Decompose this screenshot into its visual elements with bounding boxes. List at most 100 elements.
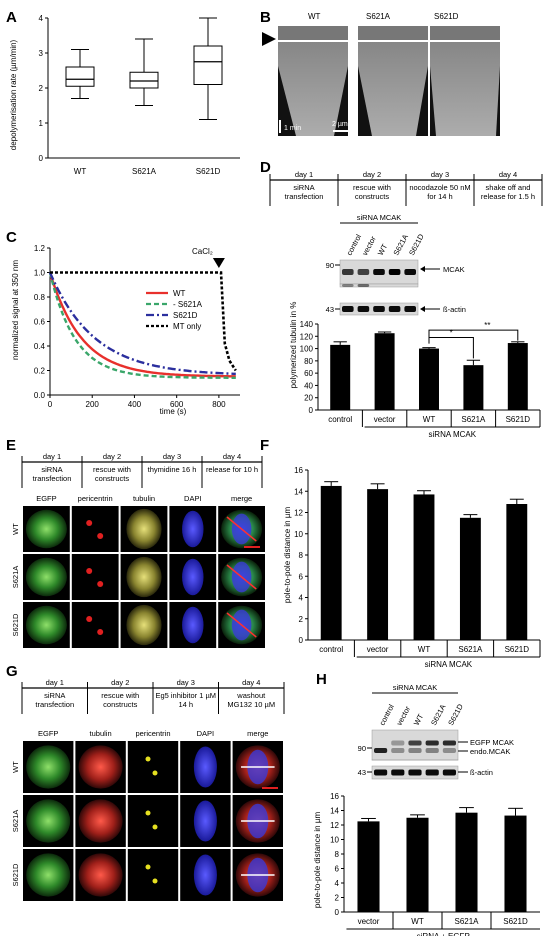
blot-lane-label: vector	[395, 704, 413, 727]
x-tick-label: S621A	[458, 645, 483, 654]
cell-tubulin	[78, 745, 123, 789]
timeline-step: shake off and	[486, 183, 531, 192]
panel-f: F pole-to-pole distance in µm 0 2 4 6 8 10 12 1…	[260, 437, 541, 669]
x-tick-label: 600	[170, 400, 184, 409]
bar-s621a	[455, 812, 478, 912]
blot-band	[373, 306, 385, 312]
timeline-step: transfection	[285, 192, 324, 201]
box-s621a	[129, 71, 159, 89]
x-tick-label: 400	[128, 400, 142, 409]
y-tick-label: 0	[335, 908, 340, 917]
y-tick-label: 0.8	[34, 293, 46, 302]
y-tick-label: 4	[39, 14, 44, 23]
timeline-step: constructs	[95, 474, 129, 483]
significance-bracket	[429, 337, 474, 359]
micrograph-column-label: tubulin	[133, 494, 155, 503]
centrosome-dot	[145, 864, 151, 870]
blot-band	[442, 769, 456, 776]
panel-d-plot: 0 20 40 60 80 100 120 140 control vector WT S621A S6…	[300, 320, 541, 439]
cell-tubulin	[78, 853, 123, 897]
panel-label-f: F	[260, 437, 269, 454]
y-tick-label: 1.0	[34, 269, 46, 278]
panel-label-d: D	[260, 159, 271, 176]
x-tick-label: 800	[212, 400, 226, 409]
timeline-day: day 4	[499, 170, 517, 179]
micrograph-column-label: pericentrin	[78, 494, 113, 503]
y-tick-label: 1.2	[34, 244, 46, 253]
timeline-day: day 3	[163, 452, 181, 461]
y-tick-label: 4	[335, 879, 340, 888]
x-tick-label: control	[319, 645, 343, 654]
series-line-mt-only	[50, 271, 237, 372]
y-tick-label: 20	[304, 394, 313, 403]
blot-band-endo	[425, 748, 439, 753]
blot-band	[404, 306, 416, 312]
blot-band	[425, 740, 439, 746]
blot-marker: 90	[326, 261, 334, 270]
x-tick-label: S621A	[454, 917, 479, 926]
timeline-step: thymidine 16 h	[148, 465, 197, 474]
timeline-step: for 14 h	[427, 192, 452, 201]
y-tick-label: 0.2	[34, 367, 46, 376]
cell-egfp	[26, 853, 71, 897]
x-tick-label: S621A	[132, 167, 157, 176]
cell-tubulin	[126, 604, 162, 646]
cell-egfp	[26, 799, 71, 843]
y-tick-label: 10	[330, 836, 339, 845]
micrograph-column-label: merge	[247, 729, 268, 738]
blot-lane-label: WT	[412, 712, 426, 727]
timeline-step: release for 1.5 h	[481, 192, 535, 201]
y-tick-label: 16	[294, 466, 303, 475]
blot-lane-label: S621D	[407, 232, 426, 257]
significance-mark: **	[484, 321, 490, 330]
blot-band	[342, 269, 354, 275]
blot-header: siRNA MCAK	[357, 213, 402, 222]
x-tick-label: control	[328, 415, 352, 424]
blot-band	[374, 769, 388, 776]
kymograph-top	[278, 26, 348, 40]
blot-band	[342, 306, 354, 312]
panel-a-plot: 0 1 2 3 4 WT S621A S621D	[39, 14, 240, 176]
blot-band	[391, 769, 405, 776]
x-tick-label: S621D	[505, 645, 530, 654]
blot-band	[342, 284, 354, 287]
blot-strip	[339, 283, 419, 288]
kymographs	[278, 26, 500, 136]
y-tick-label: 16	[330, 792, 339, 801]
cell-tubulin	[126, 556, 162, 598]
band-label: ß-actin	[443, 305, 466, 314]
cell-dapi	[182, 510, 204, 548]
timeline-day: day 3	[177, 678, 195, 687]
panel-f-plot: 0 2 4 6 8 10 12 14 16 control vector WT S621A S621D si…	[294, 466, 541, 669]
timeline-day: day 1	[43, 452, 61, 461]
blot-band	[373, 269, 385, 275]
legend-label: - S621A	[173, 300, 203, 309]
blot-band	[357, 284, 370, 287]
y-tick-label: 60	[304, 369, 313, 378]
arrowhead-icon	[262, 32, 276, 46]
length-scale-label: 2 µm	[332, 121, 348, 128]
y-tick-label: 80	[304, 357, 313, 366]
blot-band	[404, 269, 416, 275]
bar-vector	[367, 489, 389, 640]
timeline-step: siRNA	[41, 465, 62, 474]
centrosome-dot	[86, 520, 93, 526]
blot-band	[408, 769, 422, 776]
timeline-step: release for 10 h	[206, 465, 258, 474]
cell-tubulin	[78, 799, 123, 843]
centrosome-dot	[97, 629, 104, 635]
blot-lane-label: S621D	[446, 702, 465, 727]
centrosome-dot	[97, 581, 104, 587]
centrosome-dot	[145, 810, 151, 816]
spindle-axis-line	[226, 516, 257, 542]
timeline-step: rescue with	[93, 465, 131, 474]
spindle-axis-line	[226, 612, 257, 638]
blot-header: siRNA MCAK	[393, 683, 438, 692]
x-tick-label: vector	[374, 415, 396, 424]
y-tick-label: 3	[39, 49, 44, 58]
bar-control	[330, 344, 351, 410]
blot-band	[408, 740, 422, 746]
